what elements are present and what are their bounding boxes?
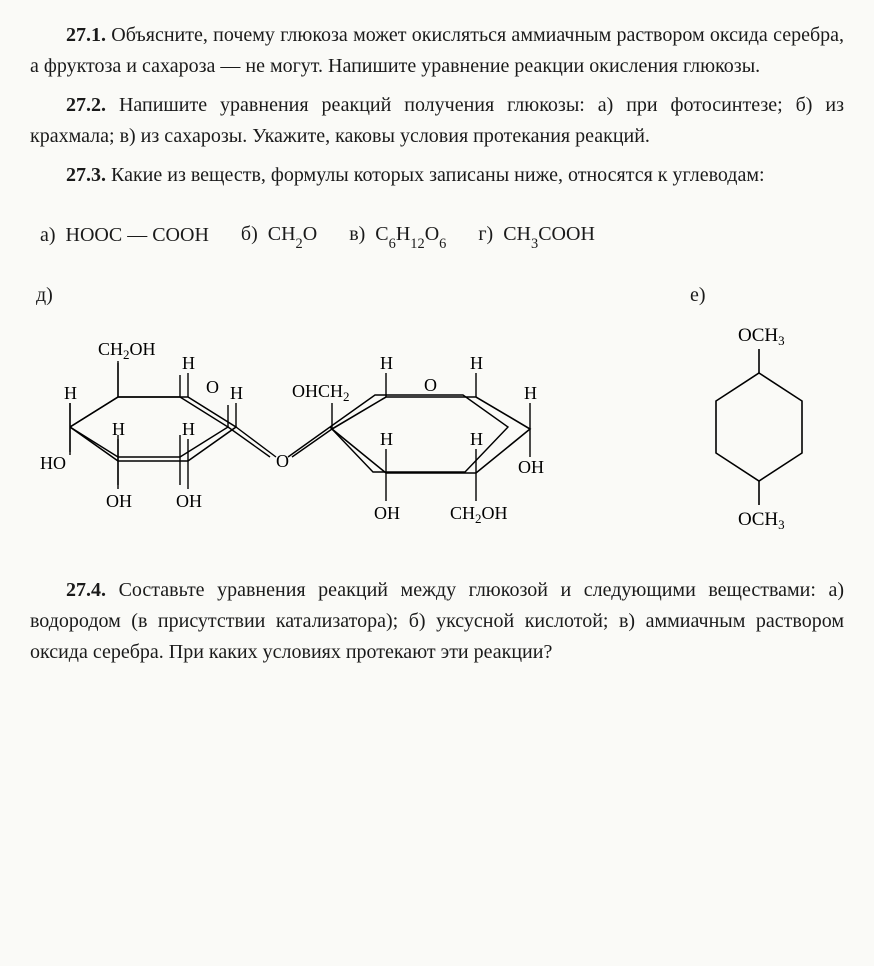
problem-text: Объясните, почему глюкоза может окислять… xyxy=(30,24,844,77)
structure-row: д) xyxy=(30,280,844,547)
problem-27-3: 27.3. Какие из веществ, формулы которых … xyxy=(30,160,844,191)
structure-d: д) xyxy=(30,280,590,547)
svg-text:H: H xyxy=(470,353,483,373)
svg-text:O: O xyxy=(206,377,219,397)
svg-text:H: H xyxy=(182,419,195,439)
problem-number: 27.4. xyxy=(66,579,106,601)
formula-b: б) CH2O xyxy=(241,219,317,252)
disaccharide-diagram: CH2OH H O H HO H H OH OH H O OHCH2 O H H… xyxy=(30,317,590,547)
svg-text:H: H xyxy=(112,419,125,439)
svg-text:OH: OH xyxy=(176,491,202,511)
svg-text:O: O xyxy=(276,451,289,471)
problem-number: 27.2. xyxy=(66,94,106,116)
svg-text:OHCH2: OHCH2 xyxy=(292,381,350,404)
svg-text:OCH3: OCH3 xyxy=(738,509,785,532)
svg-text:H: H xyxy=(380,353,393,373)
formula-c: в) C6H12O6 xyxy=(349,219,446,252)
structure-d-label: д) xyxy=(30,280,53,311)
svg-text:H: H xyxy=(64,383,77,403)
svg-text:H: H xyxy=(380,429,393,449)
svg-text:H: H xyxy=(182,353,195,373)
svg-text:H: H xyxy=(524,383,537,403)
svg-text:CH2OH: CH2OH xyxy=(98,339,156,362)
svg-text:CH2OH: CH2OH xyxy=(450,503,508,526)
svg-text:OCH3: OCH3 xyxy=(738,325,785,348)
problem-number: 27.1. xyxy=(66,24,106,46)
structure-e-label: е) xyxy=(684,280,706,311)
svg-text:H: H xyxy=(470,429,483,449)
problem-27-4: 27.4. Составьте уравнения реакций между … xyxy=(30,575,844,668)
formula-d: г) CH3COOH xyxy=(478,219,595,252)
problem-number: 27.3. xyxy=(66,164,106,186)
svg-text:OH: OH xyxy=(374,503,400,523)
svg-text:H: H xyxy=(230,383,243,403)
svg-text:OH: OH xyxy=(106,491,132,511)
problem-text: Какие из веществ, формулы которых записа… xyxy=(111,164,765,186)
problem-text: Напишите уравнения реакций получения глю… xyxy=(30,94,844,147)
problem-text: Составьте уравнения реакций между глюкоз… xyxy=(30,579,844,663)
structure-e: е) OCH3 OCH3 xyxy=(684,280,844,537)
svg-text:O: O xyxy=(424,375,437,395)
problem-27-2: 27.2. Напишите уравнения реакций получен… xyxy=(30,90,844,152)
svg-text:HO: HO xyxy=(40,453,66,473)
svg-text:OH: OH xyxy=(518,457,544,477)
formula-a: а) HOOC — COOH xyxy=(40,220,209,251)
cyclohexane-diagram: OCH3 OCH3 xyxy=(684,317,834,537)
problem-27-1: 27.1. Объясните, почему глюкоза может ок… xyxy=(30,20,844,82)
formula-row-1: а) HOOC — COOH б) CH2O в) C6H12O6 г) CH3… xyxy=(30,219,844,252)
